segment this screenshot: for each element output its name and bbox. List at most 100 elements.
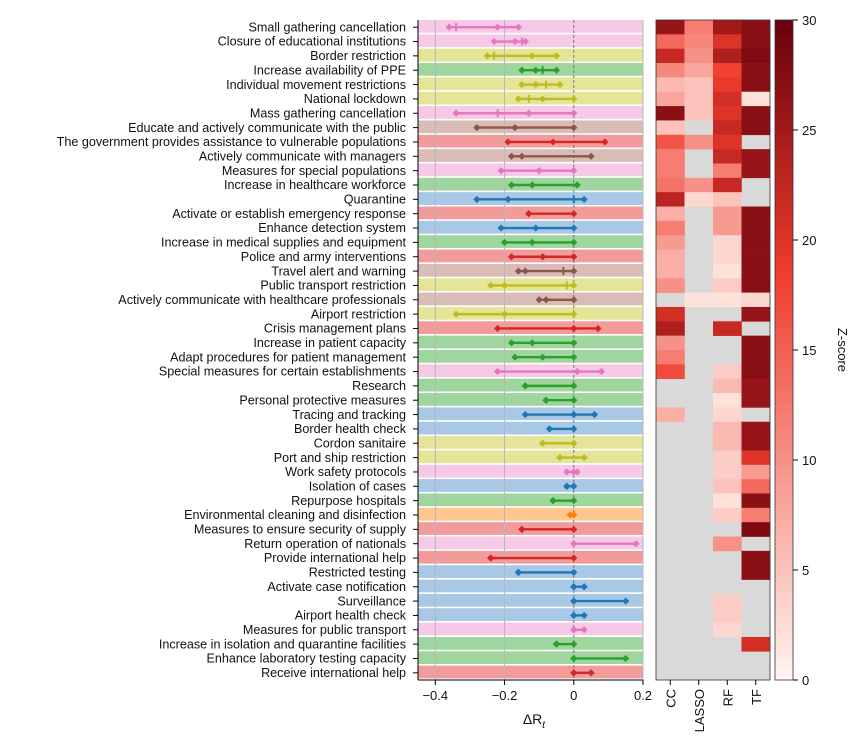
heatmap-cell xyxy=(741,206,771,222)
heatmap-cell xyxy=(713,421,742,437)
heatmap-cell xyxy=(741,378,771,394)
category-label: Tracing and tracking xyxy=(292,408,406,422)
interval-low-marker xyxy=(511,353,519,361)
heatmap-cell xyxy=(713,436,742,451)
heatmap-cell xyxy=(656,91,685,107)
category-label: Return operation of nationals xyxy=(244,537,406,551)
heatmap-cell xyxy=(713,63,742,78)
interval-high-marker xyxy=(570,568,578,576)
heatmap-cell xyxy=(741,393,771,408)
heatmap-cell xyxy=(713,249,742,265)
heatmap-cell xyxy=(713,378,742,394)
heatmap-cell xyxy=(684,292,714,308)
interval-high-marker xyxy=(580,454,588,462)
interval-high-marker xyxy=(587,152,595,160)
category-label: Enhance detection system xyxy=(258,221,406,235)
interval-mid-marker xyxy=(566,511,574,519)
heatmap-column-label: CC xyxy=(663,689,678,708)
heatmap-cell xyxy=(656,106,685,121)
heatmap-cell xyxy=(684,63,714,78)
interval-mid-marker xyxy=(532,224,540,232)
heatmap-cell xyxy=(713,34,742,49)
heatmap-cell xyxy=(684,34,714,49)
heatmap-cell xyxy=(741,335,771,351)
row-band xyxy=(418,292,643,306)
heatmap-cell xyxy=(741,436,771,451)
heatmap-cell xyxy=(741,464,771,480)
heatmap-cell xyxy=(656,192,685,207)
interval-high-marker xyxy=(580,583,588,591)
interval-high-marker xyxy=(573,181,581,189)
heatmap-cell xyxy=(656,163,685,179)
interval-mid-marker xyxy=(511,124,519,132)
category-label: Increase in healthcare workforce xyxy=(224,178,406,192)
interval-mid-marker xyxy=(549,138,557,146)
heatmap-cell xyxy=(713,149,742,164)
x-tick-label: 0.2 xyxy=(634,688,652,703)
heatmap-cell xyxy=(713,479,742,494)
heatmap-cell xyxy=(656,134,685,150)
interval-high-marker xyxy=(570,310,578,318)
interval-mid-marker xyxy=(528,339,536,347)
interval-high-marker xyxy=(552,52,561,60)
interval-high-marker xyxy=(570,497,578,505)
heatmap-cell xyxy=(741,106,771,121)
interval-high-marker xyxy=(597,367,606,376)
heatmap-cell xyxy=(741,34,771,49)
row-band xyxy=(418,393,643,406)
interval-mid-marker xyxy=(532,80,540,89)
row-band xyxy=(418,665,643,679)
interval-high-marker xyxy=(570,167,578,175)
heatmap-cell xyxy=(713,177,742,193)
row-band xyxy=(418,579,643,593)
heatmap-cell xyxy=(656,48,685,64)
interval-high-marker xyxy=(570,281,578,290)
row-band xyxy=(418,34,643,48)
interval-low-marker xyxy=(514,267,522,275)
heatmap-cell xyxy=(741,636,771,652)
category-label: Measures to ensure security of supply xyxy=(194,523,407,537)
heatmap-cell xyxy=(741,263,771,279)
interval-low-marker xyxy=(490,37,498,46)
x-tick-label: −0.4 xyxy=(422,688,448,703)
heatmap-cell xyxy=(656,206,685,222)
interval-low-marker xyxy=(473,124,481,132)
heatmap-cell xyxy=(741,421,771,437)
colorbar-tick-label: 30 xyxy=(802,13,816,28)
x-tick-label: −0.2 xyxy=(492,688,518,703)
category-label: Enhance laboratory testing capacity xyxy=(206,652,406,666)
heatmap-cell xyxy=(713,220,742,236)
heatmap-cell xyxy=(656,350,685,365)
interval-low-marker xyxy=(473,195,481,203)
heatmap-cell xyxy=(656,77,685,93)
category-label: Activate or establish emergency response xyxy=(172,207,406,221)
interval-low-marker xyxy=(483,52,491,60)
heatmap-cell xyxy=(713,278,742,293)
heatmap-cell xyxy=(741,48,771,64)
heatmap-cell xyxy=(713,393,742,408)
interval-mid-marker xyxy=(521,382,529,390)
interval-high-marker xyxy=(570,482,578,490)
colorbar-label: Z-score xyxy=(835,328,850,372)
heatmap-cell xyxy=(713,536,742,552)
interval-mid-marker xyxy=(539,353,547,361)
x-axis-label: ΔRt xyxy=(523,711,546,731)
category-label: Quarantine xyxy=(344,193,406,207)
heatmap-cell xyxy=(713,48,742,64)
heatmap-cell xyxy=(741,292,771,308)
interval-low-marker xyxy=(494,324,502,333)
interval-mid-marker xyxy=(570,654,578,663)
interval-low-marker xyxy=(514,95,522,103)
heatmap-cell xyxy=(713,206,742,222)
interval-high-marker xyxy=(570,339,578,347)
heatmap-cell xyxy=(741,235,771,250)
heatmap-cell xyxy=(713,493,742,509)
heatmap-frame xyxy=(655,19,771,681)
heatmap-cell xyxy=(713,622,742,638)
category-label: Border restriction xyxy=(310,49,406,63)
interval-mid-marker xyxy=(542,396,550,404)
interval-high-marker xyxy=(622,597,630,605)
category-label: Provide international help xyxy=(264,551,406,565)
interval-high-marker xyxy=(570,267,578,275)
